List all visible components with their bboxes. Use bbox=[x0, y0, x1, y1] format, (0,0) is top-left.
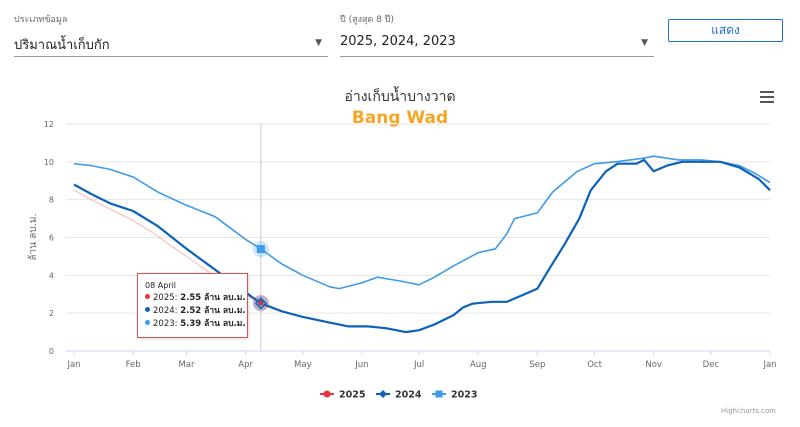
tooltip-series-2023: 2023 bbox=[153, 319, 175, 329]
x-tick-label-jan-12: Jan bbox=[762, 360, 776, 370]
tooltip-row-2025: 2025: 2.55 ล้าน ลบ.ม. bbox=[145, 292, 246, 305]
tooltip-value-2025: 2.55 ล้าน ลบ.ม. bbox=[180, 293, 246, 303]
year-value: 2025, 2024, 2023 bbox=[340, 34, 456, 49]
x-tick-label-dec-11: Dec bbox=[703, 360, 720, 370]
year-filter: ปี (สูงสุด 8 ปี) 2025, 2024, 2023 ▼ bbox=[340, 12, 654, 57]
y-tick-label-4: 4 bbox=[49, 271, 54, 280]
data-type-filter: ประเภทข้อมูล ปริมาณน้ำเก็บกัก ▼ bbox=[14, 12, 328, 57]
x-tick-label-jun-5: Jun bbox=[354, 360, 368, 370]
chart-title: อ่างเก็บน้ำบางวาด bbox=[344, 86, 455, 105]
year-select[interactable]: 2025, 2024, 2023 ▼ bbox=[340, 34, 654, 57]
tooltip-row-2023: 2023: 5.39 ล้าน ลบ.ม. bbox=[145, 318, 246, 331]
show-button[interactable]: แสดง bbox=[668, 19, 783, 42]
chart-legend: 2025 2024 2023 bbox=[320, 390, 477, 401]
y-tick-label-10: 10 bbox=[44, 158, 54, 167]
y-tick-label-12: 12 bbox=[44, 120, 54, 129]
series-line-2023 bbox=[73, 155, 771, 290]
x-tick-label-sep-8: Sep bbox=[529, 360, 545, 370]
data-type-label: ประเภทข้อมูล bbox=[14, 15, 68, 25]
x-tick-label-feb-1: Feb bbox=[126, 360, 141, 370]
data-type-select[interactable]: ปริมาณน้ำเก็บกัก ▼ bbox=[14, 34, 328, 57]
x-axis-labels: Jan Feb Mar Apr May Jun Jul Aug Sep Oct Nov Dec Jan bbox=[66, 351, 777, 370]
tooltip-row-2024: 2024: 2.52 ล้าน ลบ.ม. bbox=[145, 305, 246, 318]
series-dot-2025 bbox=[145, 294, 150, 299]
x-tick-label-mar-2: Mar bbox=[178, 360, 195, 370]
x-tick-label-nov-10: Nov bbox=[645, 360, 662, 370]
tooltip-value-2024: 2.52 ล้าน ลบ.ม. bbox=[180, 306, 246, 316]
y-tick-label-6: 6 bbox=[49, 234, 54, 243]
hamburger-menu-icon[interactable] bbox=[760, 91, 774, 103]
chevron-down-icon: ▼ bbox=[641, 38, 648, 48]
tooltip-series-2024: 2024 bbox=[153, 306, 175, 316]
legend-label-2023: 2023 bbox=[451, 390, 477, 401]
chart-subtitle: Bang Wad bbox=[352, 108, 448, 128]
legend-label-2024: 2024 bbox=[395, 390, 422, 401]
x-tick-label-aug-7: Aug bbox=[470, 360, 487, 370]
x-tick-label-jul-6: Jul bbox=[413, 360, 424, 370]
chart-tooltip: 08 April 2025: 2.55 ล้าน ลบ.ม. 2024: 2.5… bbox=[137, 273, 248, 338]
x-tick-label-apr-3: Apr bbox=[238, 360, 253, 370]
y-tick-label-2: 2 bbox=[49, 309, 54, 318]
x-tick-label-may-4: May bbox=[294, 360, 312, 370]
tooltip-date: 08 April bbox=[145, 281, 177, 290]
y-tick-label-8: 8 bbox=[49, 196, 54, 205]
series-dot-2023 bbox=[145, 320, 150, 325]
legend-label-2025: 2025 bbox=[339, 390, 365, 401]
chevron-down-icon: ▼ bbox=[315, 38, 322, 48]
hover-marker-2023 bbox=[256, 245, 265, 254]
legend-marker-2023 bbox=[435, 390, 443, 398]
hover-halo-2024 bbox=[252, 295, 269, 312]
hover-markers bbox=[252, 241, 269, 312]
highcharts-credits[interactable]: Highcharts.com bbox=[720, 407, 776, 415]
data-type-value: ปริมาณน้ำเก็บกัก bbox=[14, 38, 110, 53]
legend-marker-2025 bbox=[323, 390, 331, 398]
year-label: ปี (สูงสุด 8 ปี) bbox=[340, 15, 394, 25]
tooltip-series-2025: 2025 bbox=[153, 293, 175, 303]
legend-marker-2024 bbox=[379, 390, 387, 398]
x-tick-label-oct-9: Oct bbox=[587, 360, 602, 370]
y-axis-labels: 0 2 4 6 8 10 12 bbox=[44, 120, 54, 356]
tooltip-value-2023: 5.39 ล้าน ลบ.ม. bbox=[180, 319, 246, 329]
y-axis-title: ล้าน ลบ.ม. bbox=[27, 213, 39, 260]
series-dot-2024 bbox=[145, 307, 150, 312]
x-tick-label-jan-0: Jan bbox=[66, 360, 80, 370]
hover-marker-2024 bbox=[254, 297, 267, 310]
y-tick-label-0: 0 bbox=[49, 347, 54, 356]
